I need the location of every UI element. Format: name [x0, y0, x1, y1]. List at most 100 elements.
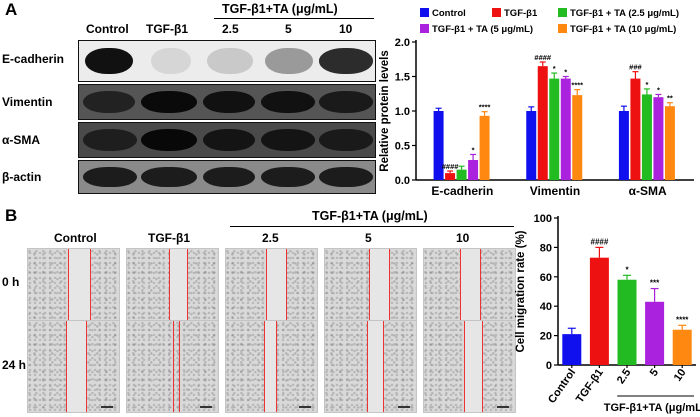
- y-tick-label: 60: [540, 272, 552, 284]
- bar: [526, 111, 537, 180]
- significance-label: *: [553, 64, 556, 73]
- band: [261, 166, 315, 188]
- blot-treatment-bracket: [214, 18, 374, 19]
- blot-asma: [78, 122, 376, 158]
- band: [83, 91, 135, 113]
- significance-label: ***: [650, 279, 660, 288]
- migration-col-10: 10: [456, 231, 470, 245]
- significance-label: *: [472, 145, 475, 154]
- legend-label: Control: [432, 8, 466, 19]
- y-tick-label: 0.0: [395, 175, 410, 187]
- blot-lane-control: Control: [86, 22, 129, 36]
- x-axis-label: TGF-β1+TA (μg/mL): [604, 402, 700, 414]
- x-tick-label: Control: [546, 367, 578, 406]
- blot-bactin: [78, 160, 376, 194]
- bar: [589, 257, 609, 365]
- x-tick-label: α-SMA: [629, 184, 667, 198]
- bar: [672, 329, 692, 365]
- band: [319, 91, 373, 113]
- bar: [630, 78, 641, 180]
- bar: [479, 115, 490, 180]
- y-tick-label: 20: [540, 331, 552, 343]
- band: [319, 129, 373, 151]
- bar: [572, 95, 583, 180]
- significance-label: ###: [629, 63, 642, 72]
- band: [265, 48, 313, 74]
- blot-row-label-ecadherin: E-cadherin: [2, 52, 65, 66]
- micrograph-tgf-24h: [126, 320, 219, 413]
- bar: [537, 66, 548, 180]
- significance-label: ####: [534, 53, 552, 62]
- bar: [456, 169, 467, 180]
- legend-label: TGF-β1 + TA (10 μg/mL): [570, 24, 676, 35]
- chart-migration-rate: 0 20 40 60 80 100 Cell migration rate (%) Contr…: [515, 213, 700, 414]
- bar: [641, 94, 652, 180]
- y-axis-label: Relative protein levels: [379, 50, 391, 171]
- time-label-24h: 24 h: [2, 358, 27, 372]
- legend-swatch: [420, 8, 429, 17]
- significance-label: ****: [571, 81, 583, 90]
- bar: [618, 111, 629, 180]
- band: [203, 91, 255, 113]
- band: [151, 48, 191, 74]
- bar: [562, 334, 582, 365]
- legend-swatch: [492, 8, 501, 17]
- legend-swatch: [558, 8, 567, 17]
- x-tick-label: Vimentin: [530, 184, 580, 198]
- bar: [549, 78, 560, 180]
- bar: [468, 159, 479, 180]
- legend-swatch: [558, 24, 567, 33]
- bar: [645, 301, 665, 365]
- legend-label: TGF-β1: [504, 8, 538, 19]
- legend-label: TGF-β1 + TA (2.5 μg/mL): [570, 8, 679, 19]
- y-tick-label: 0: [546, 360, 552, 372]
- panel-b-letter: B: [5, 206, 18, 225]
- y-tick-label: 40: [540, 301, 552, 313]
- blot-row-label-vimentin: Vimentin: [2, 95, 53, 109]
- bar: [617, 279, 637, 365]
- significance-label: *: [645, 80, 648, 89]
- bar: [664, 106, 675, 180]
- micrograph-10-24h: [423, 320, 516, 413]
- band: [319, 166, 373, 188]
- x-tick-label: 2.5: [615, 367, 634, 386]
- band: [261, 129, 315, 151]
- bar: [653, 97, 664, 180]
- bar: [560, 78, 571, 180]
- migration-treatment-bracket: [230, 226, 514, 227]
- blot-ecadherin: [78, 40, 376, 82]
- y-tick-label: 1.0: [395, 106, 410, 118]
- significance-label: **: [667, 94, 673, 103]
- micrograph-5-24h: [324, 320, 417, 413]
- significance-label: *: [564, 68, 567, 77]
- y-tick-label: 100: [534, 213, 552, 225]
- blot-lane-5: 5: [285, 22, 292, 36]
- migration-col-control: Control: [54, 231, 97, 245]
- time-label-0h: 0 h: [2, 275, 20, 289]
- panel-a-letter: A: [5, 0, 18, 19]
- y-tick-label: 0.5: [395, 141, 410, 153]
- significance-label: ****: [676, 315, 689, 324]
- x-tick-label: TGF-β1: [574, 367, 606, 405]
- micrograph-control-24h: [27, 320, 120, 413]
- significance-label: *: [657, 85, 660, 94]
- y-tick-label: 2.0: [395, 37, 410, 49]
- legend-swatch: [420, 24, 429, 33]
- band: [207, 48, 253, 74]
- significance-label: ****: [479, 103, 491, 112]
- band: [141, 91, 197, 113]
- x-tick-label: E-cadherin: [431, 184, 493, 198]
- blot-lane-2-5: 2.5: [222, 22, 239, 36]
- migration-treatment-label: TGF-β1+TA (μg/mL): [312, 209, 428, 223]
- legend-label: TGF-β1 + TA (5 μg/mL): [432, 24, 533, 35]
- significance-label: *: [625, 265, 629, 274]
- chart-protein-levels: Control TGF-β1 TGF-β1 + TA (2.5 μg/mL) TGF-…: [379, 8, 694, 198]
- band: [141, 129, 197, 151]
- x-tick-label: 10: [672, 367, 689, 384]
- significance-label: ####: [591, 237, 609, 246]
- band: [203, 166, 255, 188]
- micrograph-2-5-24h: [225, 320, 318, 413]
- migration-col-tgf: TGF-β1: [148, 231, 190, 245]
- blot-row-label-asma: α-SMA: [2, 133, 41, 147]
- significance-label: ####: [442, 162, 460, 171]
